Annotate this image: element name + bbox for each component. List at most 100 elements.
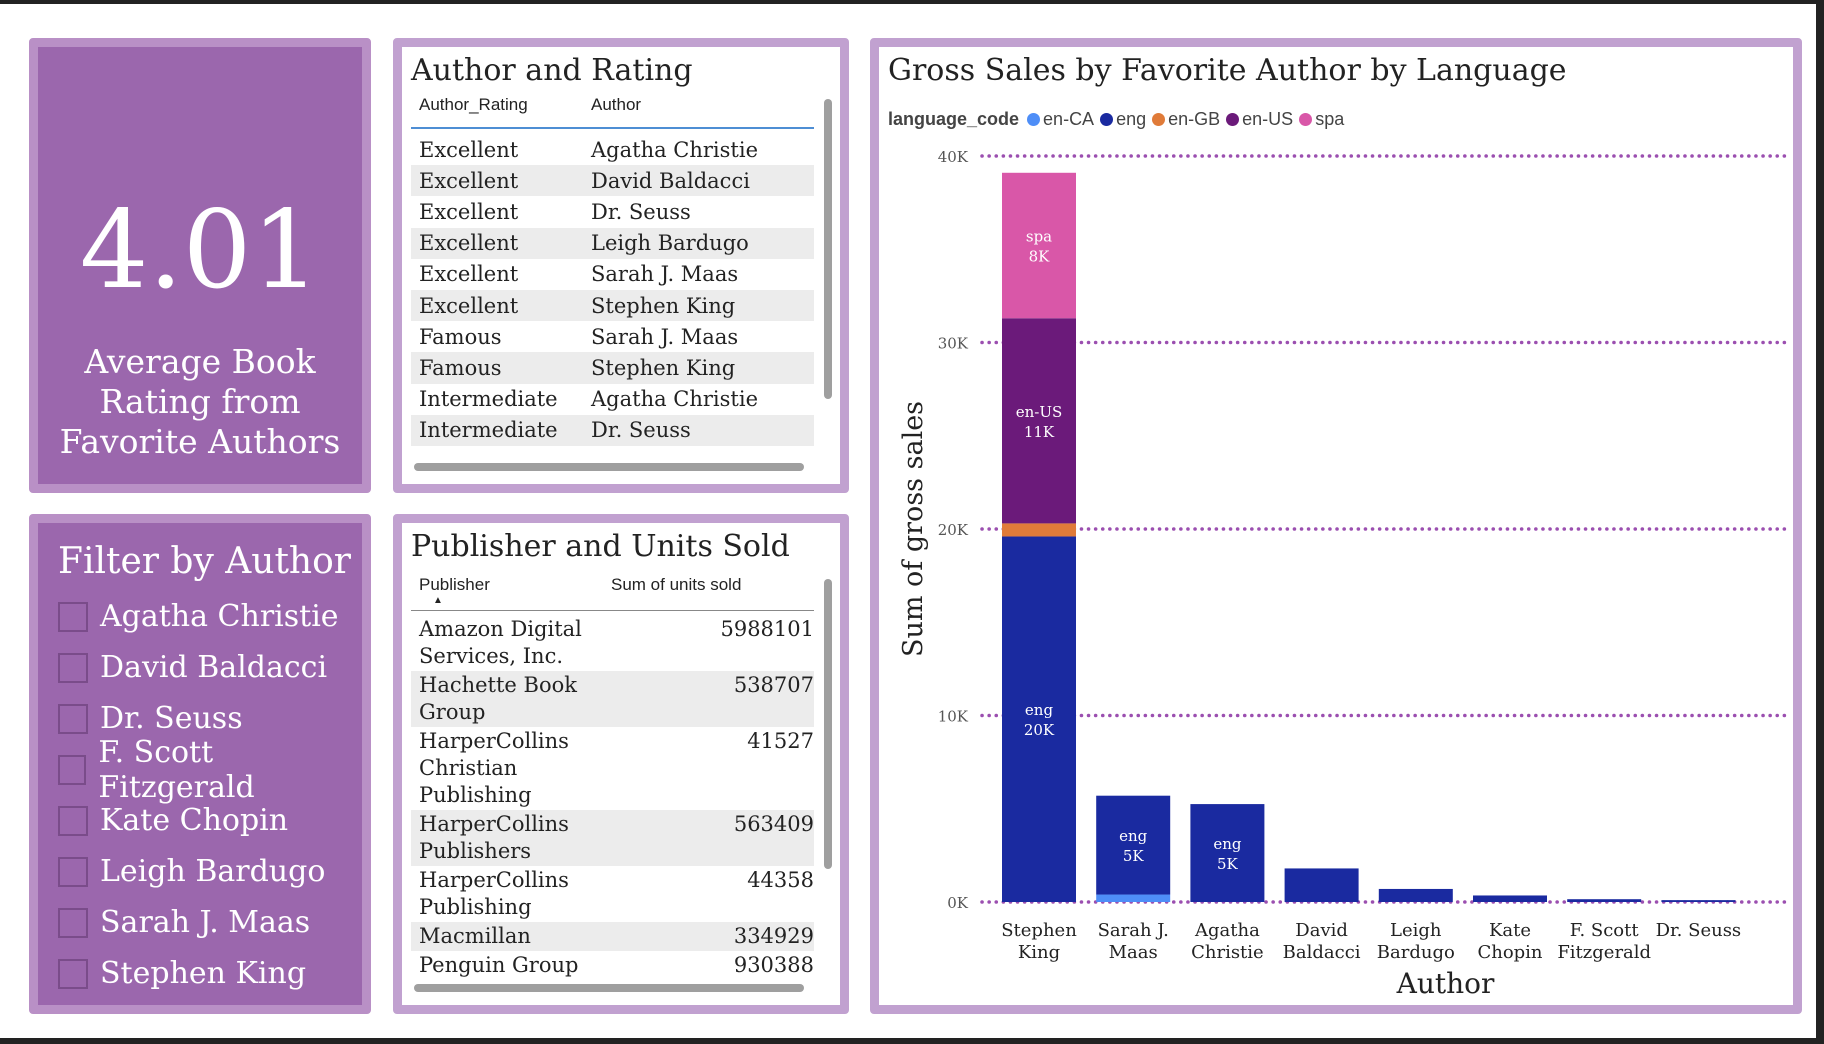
column-header-author[interactable]: Author xyxy=(591,95,642,114)
table-row[interactable]: Excellent Dr. Seuss xyxy=(411,196,814,227)
author-table-body: Excellent Agatha Christie Excellent David B… xyxy=(411,134,814,451)
average-rating-card: 4.01 Average Book Rating from Favorite A… xyxy=(29,38,371,493)
bar-segment xyxy=(1473,895,1547,902)
table-row[interactable]: Excellent David Baldacci xyxy=(411,165,814,197)
author-table-title: Author and Rating xyxy=(411,53,693,88)
table-row[interactable]: IntermediateF. Scott Fitzgerald xyxy=(411,446,814,451)
checkbox[interactable] xyxy=(58,856,88,887)
table-cell: Penguin Group xyxy=(419,953,579,977)
checkbox[interactable] xyxy=(58,958,88,989)
publisher-units-table: Publisher and Units Sold Publisher Sum o… xyxy=(393,514,849,1014)
bar-segment xyxy=(1190,804,1265,902)
table-header: Author_Rating Author xyxy=(411,95,814,129)
filter-item-label: Agatha Christie xyxy=(100,599,339,634)
filter-item-label: David Baldacci xyxy=(100,650,328,685)
table-row[interactable]: Excellent Stephen King xyxy=(411,289,814,322)
table-cell: Sarah J. Maas xyxy=(591,262,739,287)
bar-segment xyxy=(1002,172,1076,319)
x-tick-label: Baldacci xyxy=(1283,942,1361,963)
vertical-scrollbar[interactable] xyxy=(824,99,832,399)
horizontal-scrollbar[interactable] xyxy=(414,463,804,471)
legend-item[interactable]: spa xyxy=(1299,109,1344,130)
x-tick-label: Christie xyxy=(1191,942,1264,963)
table-row[interactable]: HarperCollins Christian Publishing 41527 xyxy=(411,727,814,810)
checkbox[interactable] xyxy=(58,805,88,836)
data-label: eng xyxy=(1213,835,1242,853)
checkbox[interactable] xyxy=(58,754,87,785)
table-cell: Hachette Book Group xyxy=(419,673,577,724)
filter-item[interactable]: Kate Chopin xyxy=(58,795,362,846)
table-row[interactable]: HarperCollins Publishers 563409 xyxy=(411,810,814,866)
column-header-units-sold[interactable]: Sum of units sold xyxy=(611,575,742,594)
legend-item[interactable]: en-CA xyxy=(1027,109,1094,130)
table-cell: 41527 xyxy=(747,729,814,753)
table-cell: Intermediate xyxy=(419,387,558,412)
checkbox[interactable] xyxy=(58,601,88,632)
table-row[interactable]: Macmillan 334929 xyxy=(411,922,814,951)
x-tick-label: Stephen xyxy=(1001,920,1077,941)
table-row[interactable]: Excellent Agatha Christie xyxy=(411,134,814,165)
bar-segment xyxy=(1002,523,1076,537)
table-cell: Famous xyxy=(419,355,502,380)
legend-item[interactable]: en-GB xyxy=(1152,109,1220,130)
bar-segment xyxy=(1096,795,1171,895)
table-row[interactable]: Excellent Leigh Bardugo xyxy=(411,227,814,259)
table-row[interactable]: Intermediate Agatha Christie xyxy=(411,384,814,415)
table-cell: Stephen King xyxy=(591,355,736,380)
table-cell: Excellent xyxy=(419,137,519,162)
y-tick-label: 0K xyxy=(947,894,969,912)
filter-item[interactable]: David Baldacci xyxy=(58,642,362,693)
data-label: en-US xyxy=(1016,403,1063,421)
bar-segment xyxy=(1284,868,1359,902)
table-cell: 538707 xyxy=(733,673,814,697)
legend-marker xyxy=(1299,113,1313,126)
table-row[interactable]: Penguin Group 930388 xyxy=(411,951,814,980)
legend-label: en-US xyxy=(1242,109,1294,129)
table-row[interactable]: HarperCollins Publishing 44358 xyxy=(411,866,814,922)
table-cell: Dr. Seuss xyxy=(591,199,691,224)
checkbox[interactable] xyxy=(58,907,88,938)
column-header-publisher[interactable]: Publisher xyxy=(419,575,490,594)
table-cell: 334929 xyxy=(733,924,814,948)
legend-item[interactable]: en-US xyxy=(1226,109,1293,130)
table-row[interactable]: Hachette Book Group 538707 xyxy=(411,671,814,727)
vertical-scrollbar[interactable] xyxy=(824,579,832,869)
publisher-table-body: Amazon Digital Services, Inc. 5988101 Hach… xyxy=(411,615,814,1003)
filter-item-label: Kate Chopin xyxy=(100,803,289,838)
table-row[interactable]: Excellent Sarah J. Maas xyxy=(411,259,814,290)
table-cell: Excellent xyxy=(419,293,519,318)
table-cell: Stephen King xyxy=(591,293,736,318)
x-tick-label: Chopin xyxy=(1477,942,1542,963)
legend-marker xyxy=(1226,113,1240,126)
table-cell: Excellent xyxy=(419,168,519,193)
table-row[interactable]: Famous Stephen King xyxy=(411,352,814,384)
table-row[interactable]: Famous Sarah J. Maas xyxy=(411,321,814,352)
table-row[interactable]: Amazon Digital Services, Inc. 5988101 xyxy=(411,615,814,671)
filter-item[interactable]: Leigh Bardugo xyxy=(58,846,362,897)
x-tick-label: Bardugo xyxy=(1377,942,1455,963)
bar-segment xyxy=(1567,899,1642,902)
column-header-author-rating[interactable]: Author_Rating xyxy=(419,95,528,114)
x-tick-label: F. Scott xyxy=(1570,920,1640,941)
filter-item[interactable]: Dr. Seuss xyxy=(58,693,362,744)
filter-item[interactable]: Sarah J. Maas xyxy=(58,897,362,948)
report-canvas: 4.01 Average Book Rating from Favorite A… xyxy=(0,4,1816,1038)
y-tick-label: 20K xyxy=(938,521,969,539)
y-axis-label: Sum of gross sales xyxy=(898,401,929,657)
legend-marker xyxy=(1100,113,1114,126)
sort-ascending-icon: ▲ xyxy=(433,595,443,606)
data-label: eng xyxy=(1119,827,1148,845)
table-cell: Dr. Seuss xyxy=(591,418,691,443)
horizontal-scrollbar[interactable] xyxy=(414,984,804,992)
legend-item[interactable]: eng xyxy=(1100,109,1146,130)
filter-item[interactable]: Agatha Christie xyxy=(58,591,362,642)
data-label: 8K xyxy=(1029,248,1051,266)
checkbox[interactable] xyxy=(58,703,88,734)
filter-item-label: Stephen King xyxy=(100,956,307,991)
filter-item[interactable]: F. Scott Fitzgerald xyxy=(58,735,362,805)
table-row[interactable]: Intermediate Dr. Seuss xyxy=(411,414,814,446)
checkbox[interactable] xyxy=(58,652,88,683)
filter-item[interactable]: Stephen King xyxy=(58,948,362,999)
x-tick-label: Kate xyxy=(1489,920,1531,941)
x-tick-label: Sarah J. xyxy=(1098,920,1169,941)
